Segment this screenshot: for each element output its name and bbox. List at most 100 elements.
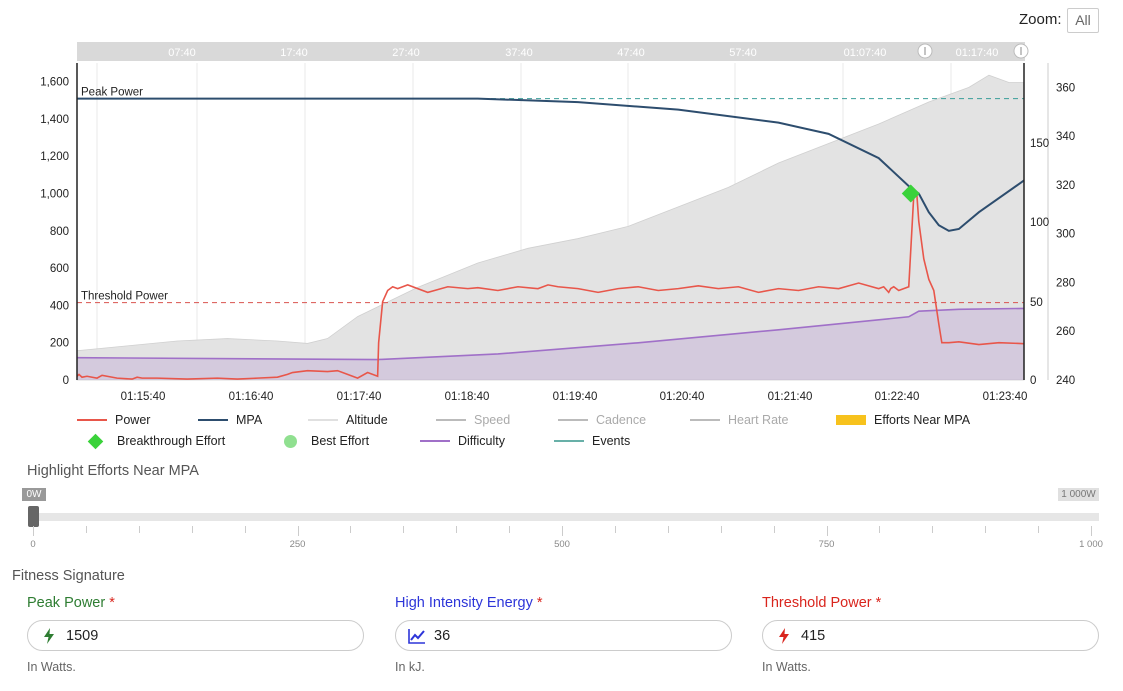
navigator-label: 17:40 [280,47,308,59]
legend-item[interactable]: MPA [198,413,262,427]
field-help-text: In Watts. [27,660,76,674]
y-tick-label: 0 [63,375,69,387]
legend-item[interactable]: Breakthrough Effort [86,433,225,449]
legend-label: Best Effort [311,434,370,448]
zoom-all-button[interactable]: All [1067,8,1099,33]
fitness-input-value: 1509 [66,627,99,644]
y-tick-label: 800 [50,226,69,238]
breakthrough-effort-marker[interactable] [901,184,920,203]
legend-label: Power [115,413,151,427]
slider-tick [826,526,828,536]
y-tick-label: 1,600 [40,77,69,89]
navigator-handle-right[interactable] [1013,43,1029,59]
x-tick-label: 01:15:40 [121,391,166,403]
y-tick-label: 1,400 [40,114,69,126]
bolt-icon [775,627,793,645]
x-tick-label: 01:16:40 [229,391,274,403]
fitness-input-value: 415 [801,627,826,644]
legend-line-icon [554,440,584,442]
y3-tick-label: 260 [1056,326,1075,338]
legend-line-icon [436,419,466,421]
legend-circle-icon [284,434,297,448]
slider-tick [1091,526,1092,536]
slider-tick [667,526,669,533]
navigator-label: 57:40 [729,47,757,59]
slider-tick [350,526,352,533]
legend-item[interactable]: Speed [436,413,510,427]
slider-max-badge: 1 000W [1058,488,1099,501]
y-tick-label: 600 [50,263,69,275]
legend-label: Efforts Near MPA [874,413,971,427]
legend-item[interactable]: Events [554,434,630,448]
series-difficulty-line [76,307,1025,361]
y3-tick-label: 320 [1056,180,1075,192]
y-tick-label: 1,200 [40,151,69,163]
navigator-label: 37:40 [505,47,533,59]
slider-tick [297,526,299,536]
x-tick-label: 01:19:40 [553,391,598,403]
fitness-input[interactable]: 1509 [27,620,364,651]
slider-tick-label: 250 [289,539,306,550]
y-tick-label: 1,000 [40,189,69,201]
slider-tick [244,526,246,533]
legend-item[interactable]: Difficulty [420,434,505,448]
legend-label: Events [592,434,631,448]
fitness-input[interactable]: 36 [395,620,732,651]
slider-tick [1038,526,1040,533]
x-tick-label: 01:23:40 [983,391,1028,403]
series-power-line [76,192,1025,380]
slider-tick [879,526,881,533]
legend-line-icon [308,419,338,421]
legend-item[interactable]: Best Effort [284,434,369,448]
required-marker: * [109,595,115,611]
legend-label: Speed [474,413,511,427]
x-tick-label: 01:18:40 [445,391,490,403]
field-label: High Intensity Energy * [395,595,543,611]
y2-tick-label: 100 [1030,217,1049,229]
mpa-slider-handle[interactable] [28,506,39,527]
legend-diamond-icon [87,433,104,449]
legend-item[interactable]: Cadence [558,413,646,427]
x-tick-label: 01:21:40 [768,391,813,403]
navigator-labels: 07:40 17:40 27:40 37:40 47:40 57:40 01:07:40 01… [168,47,998,59]
legend-label: Difficulty [458,434,506,448]
slider-tick [509,526,511,533]
y3-tick-label: 240 [1056,375,1075,387]
field-label: Peak Power * [27,595,115,611]
legend-item[interactable]: Heart Rate [690,413,788,427]
slider-tick [614,526,616,533]
field-help-text: In Watts. [762,660,811,674]
slider-tick [138,526,140,533]
bolt-icon [40,627,58,645]
slider-tick [932,526,934,533]
legend-item[interactable]: Efforts Near MPA [836,413,970,427]
slider-tick-label: 750 [818,539,835,550]
series-difficulty-area [77,308,1024,380]
chart-line-icon [408,627,426,645]
y2-tick-label: 0 [1030,375,1036,387]
series-mpa-line [77,97,1025,232]
slider-tick-label: 0 [30,539,36,550]
mpa-slider-track[interactable] [28,513,1099,521]
navigator-bar[interactable] [77,42,1025,61]
plot-line-label: Peak Power [81,87,143,99]
fitness-input[interactable]: 415 [762,620,1099,651]
y3-tick-label: 300 [1056,229,1075,241]
slider-tick [562,526,563,536]
navigator-label: 27:40 [392,47,420,59]
y-tick-label: 200 [50,338,69,350]
x-tick-label: 01:22:40 [875,391,920,403]
slider-tick [191,526,193,533]
slider-value-badge: 0W [22,488,46,501]
navigator-handle-left[interactable] [917,43,933,59]
slider-tick [773,526,775,533]
legend-label: Heart Rate [728,413,789,427]
highlight-title: Highlight Efforts Near MPA [27,463,199,479]
legend-line-icon [558,419,588,421]
slider-tick [33,526,34,536]
legend-item[interactable]: Altitude [308,413,388,427]
legend-item[interactable]: Power [77,413,150,427]
y2-tick-label: 150 [1030,138,1049,150]
navigator-label: 01:17:40 [956,47,999,59]
fitness-signature-title: Fitness Signature [12,568,125,584]
